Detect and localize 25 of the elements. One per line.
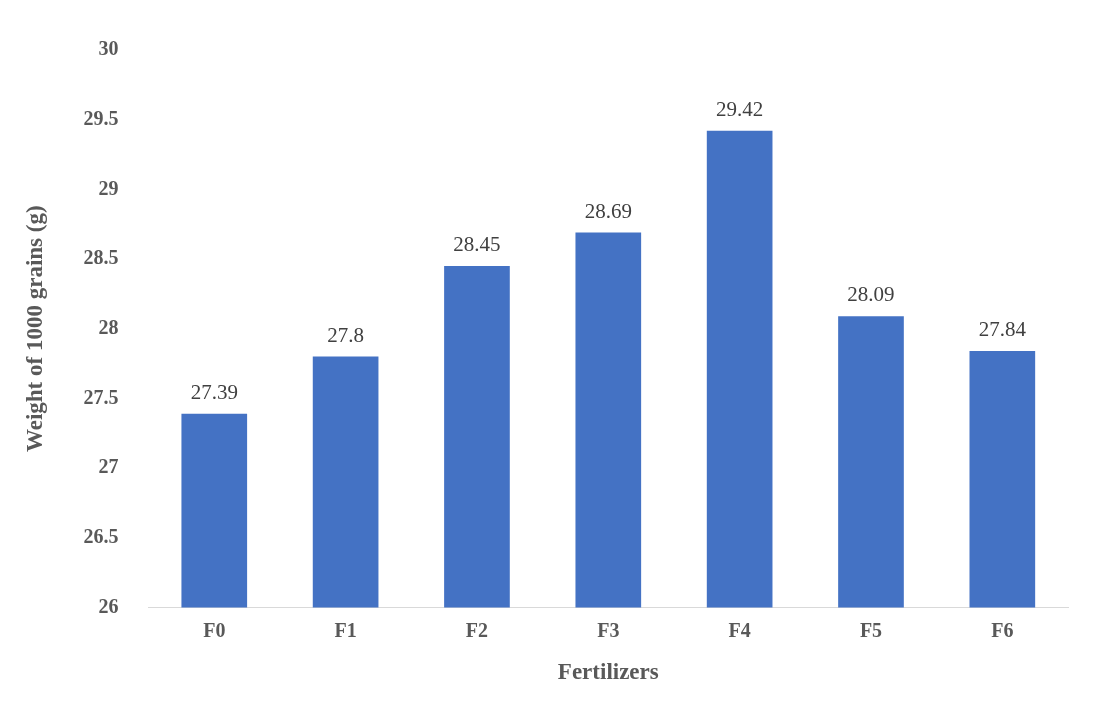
x-tick-label: F6: [991, 618, 1014, 641]
y-tick-label: 26: [98, 594, 119, 617]
data-label: 27.39: [190, 379, 238, 404]
y-tick-label: 29: [98, 176, 119, 199]
y-tick-label: 27: [98, 455, 119, 478]
x-tick-label: F2: [465, 618, 489, 641]
x-tick-label: F0: [203, 618, 226, 641]
y-axis-title: Weight of 1000 grains (g): [21, 205, 47, 452]
y-tick-label: 28: [98, 315, 119, 338]
y-tick-label: 30: [98, 37, 119, 60]
data-label: 27.8: [327, 322, 364, 347]
y-tick-label: 26.5: [83, 524, 119, 547]
y-tick-label: 27.5: [83, 385, 119, 408]
x-tick-label: F4: [728, 618, 751, 641]
data-label: 28.09: [847, 282, 895, 307]
x-tick-label: F5: [859, 618, 883, 641]
data-label: 27.84: [978, 317, 1027, 342]
x-tick-label: F3: [597, 618, 620, 641]
y-tick-label: 28.5: [83, 246, 119, 269]
x-axis-title: Fertilizers: [557, 659, 659, 685]
data-label: 28.69: [584, 198, 632, 223]
data-label: 29.42: [716, 96, 764, 121]
x-tick-label: F1: [334, 618, 357, 641]
data-label: 28.45: [453, 232, 501, 257]
y-tick-label: 29.5: [83, 106, 119, 129]
